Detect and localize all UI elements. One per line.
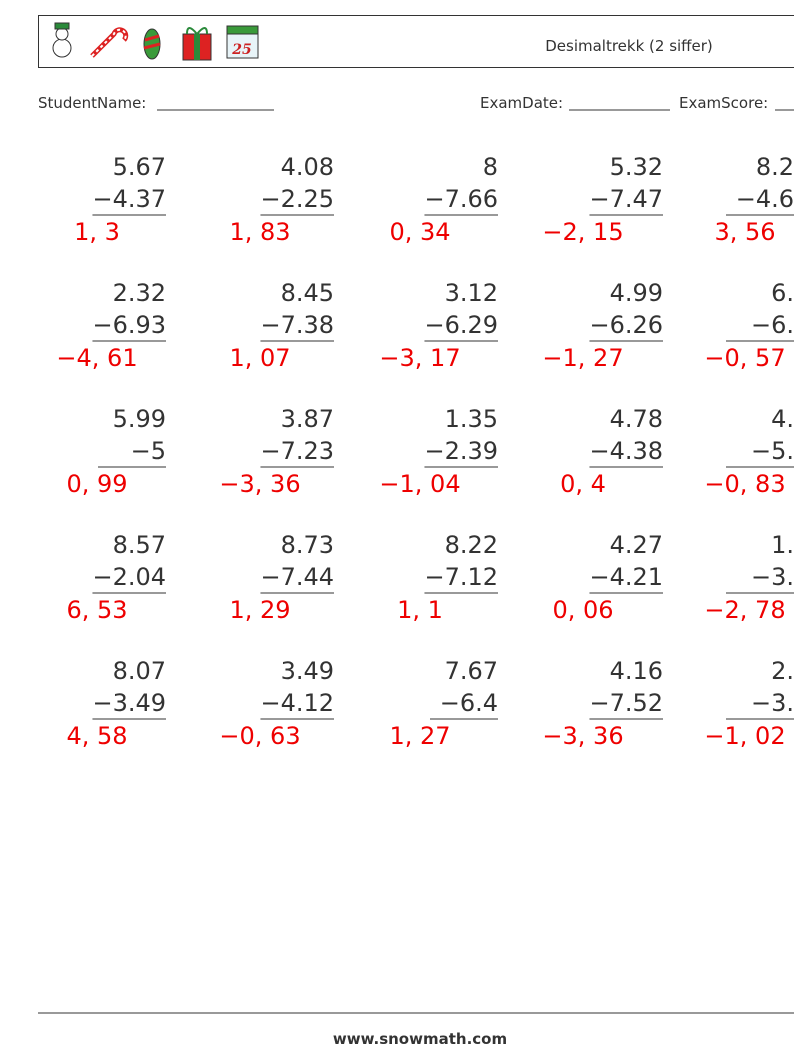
footer-text: www.snowmath.com [333,1030,507,1048]
minuend: 8.57 [113,531,166,559]
subtrahend: −2.25 [260,185,334,213]
minuend: 2. [771,657,794,685]
subtrahend: −6. [751,311,794,339]
subtrahend: −3. [751,563,794,591]
subtrahend: −4.6 [736,185,794,213]
minuend: 3.12 [445,279,498,307]
field-label: ExamScore: [679,94,768,112]
answer: −3, 17 [379,344,460,372]
field-label: StudentName: [38,94,146,112]
subtrahend: −2.39 [424,437,498,465]
minuend: 5.32 [610,153,663,181]
answer: 0, 34 [389,218,450,246]
answer: −1, 04 [379,470,460,498]
answer: 1, 27 [389,722,450,750]
field-label: ExamDate: [480,94,563,112]
minuend: 4.99 [610,279,663,307]
minuend: 5.67 [113,153,166,181]
minuend: 8 [483,153,498,181]
minuend: 3.87 [281,405,334,433]
subtrahend: −4.12 [260,689,334,717]
answer: 0, 06 [552,596,613,624]
header-title: Desimaltrekk (2 siffer) [545,37,713,55]
minuend: 2.32 [113,279,166,307]
minuend: 8.2 [756,153,794,181]
minuend: 8.07 [113,657,166,685]
answer: −0, 83 [704,470,785,498]
answer: 1, 07 [229,344,290,372]
answer: −1, 27 [542,344,623,372]
subtrahend: −7.23 [260,437,334,465]
minuend: 3.49 [281,657,334,685]
subtrahend: −6.26 [589,311,663,339]
answer: −3, 36 [219,470,300,498]
minuend: 1.35 [445,405,498,433]
minuend: 4.27 [610,531,663,559]
problem-grid: 5.67 −4.37 1, 3 4.08 −2.25 1, 83 8 −7.66 0, 34 5.… [56,153,794,750]
answer: 4, 58 [66,722,127,750]
subtrahend: −4.37 [92,185,166,213]
answer: 1, 1 [397,596,443,624]
subtrahend: −6.4 [440,689,498,717]
subtrahend: −3.49 [92,689,166,717]
subtrahend: −4.21 [589,563,663,591]
minuend: 4.78 [610,405,663,433]
subtrahend: −2.04 [92,563,166,591]
subtrahend: −6.29 [424,311,498,339]
answer: 1, 83 [229,218,290,246]
answer: 1, 29 [229,596,290,624]
minuend: 4. [771,405,794,433]
subtrahend: −4.38 [589,437,663,465]
answer: −2, 78 [704,596,785,624]
answer: 0, 99 [66,470,127,498]
subtrahend: −5 [131,437,166,465]
subtrahend: −5. [751,437,794,465]
minuend: 6. [771,279,794,307]
header-box [38,15,794,68]
answer: −0, 63 [219,722,300,750]
answer: −1, 02 [704,722,785,750]
subtrahend: −7.66 [424,185,498,213]
minuend: 5.99 [113,405,166,433]
minuend: 8.45 [281,279,334,307]
subtrahend: −3. [751,689,794,717]
answer: −3, 36 [542,722,623,750]
subtrahend: −7.52 [589,689,663,717]
subtrahend: −7.12 [424,563,498,591]
answer: 0, 4 [560,470,606,498]
answer: 3, 56 [714,218,775,246]
subtrahend: −7.38 [260,311,334,339]
header-icons: 25 [52,22,259,61]
subtrahend: −6.93 [92,311,166,339]
minuend: 1. [771,531,794,559]
answer: 1, 3 [74,218,120,246]
answer: 6, 53 [66,596,127,624]
answer: −4, 61 [56,344,137,372]
subtrahend: −7.47 [589,185,663,213]
svg-text:25: 25 [231,42,251,58]
minuend: 8.22 [445,531,498,559]
subtrahend: −7.44 [260,563,334,591]
minuend: 7.67 [445,657,498,685]
minuend: 8.73 [281,531,334,559]
minuend: 4.08 [281,153,334,181]
answer: −2, 15 [542,218,623,246]
minuend: 4.16 [610,657,663,685]
answer: −0, 57 [704,344,785,372]
